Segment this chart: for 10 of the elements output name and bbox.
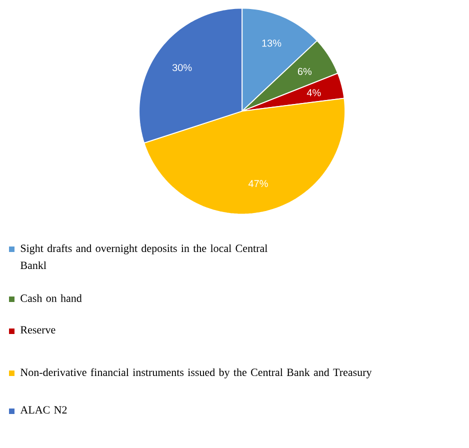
legend-label: ALAC N2 bbox=[20, 406, 67, 414]
data-label: 13% bbox=[262, 40, 282, 47]
data-label: 47% bbox=[248, 180, 268, 188]
data-label: 4% bbox=[306, 89, 321, 96]
data-label: 6% bbox=[298, 68, 312, 75]
legend-label: Non-derivative financial instruments issued by the Central Bank and Treasury bbox=[20, 368, 372, 378]
data-label: 30% bbox=[172, 64, 192, 72]
legend-label: Cash on hand bbox=[20, 294, 82, 302]
legend-label: Sight drafts and overnight deposits in the local Central Bankl bbox=[20, 244, 268, 270]
legend-label: Reserve bbox=[20, 326, 56, 334]
